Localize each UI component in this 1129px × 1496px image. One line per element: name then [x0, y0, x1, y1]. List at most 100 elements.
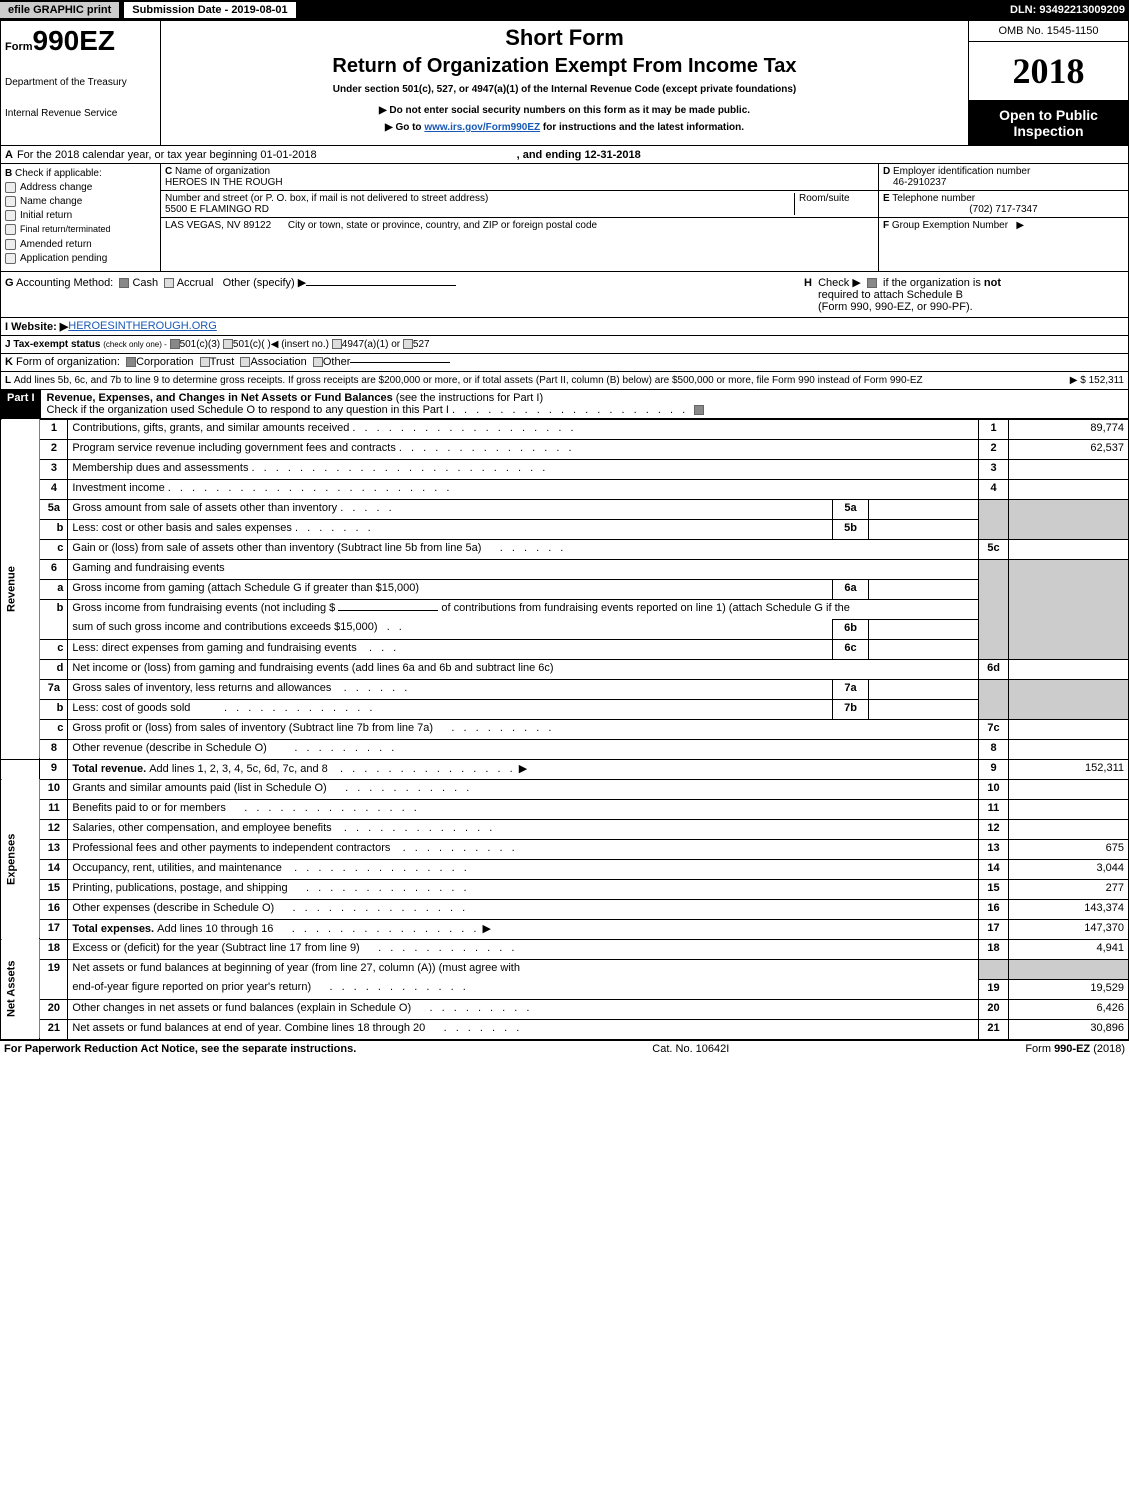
checkbox-cash[interactable]: [119, 278, 129, 288]
form-header: Form990EZ Department of the Treasury Int…: [0, 20, 1129, 146]
open-public-1: Open to Public: [973, 107, 1124, 123]
table-row: 2 Program service revenue including gove…: [1, 439, 1129, 459]
line-j: J Tax-exempt status (check only one) - 5…: [0, 336, 1129, 354]
line17-value: 147,370: [1009, 919, 1129, 939]
table-row: Revenue 1 Contributions, gifts, grants, …: [1, 419, 1129, 439]
table-row: 3 Membership dues and assessments . . . …: [1, 459, 1129, 479]
checkbox-h[interactable]: [867, 278, 877, 288]
table-row: sum of such gross income and contributio…: [1, 619, 1129, 639]
dept-treasury: Department of the Treasury: [5, 77, 156, 88]
form-prefix: Form: [5, 41, 33, 53]
line2-value: 62,537: [1009, 439, 1129, 459]
table-row: a Gross income from gaming (attach Sched…: [1, 579, 1129, 599]
revenue-sidebar: Revenue: [1, 419, 40, 759]
line-k: K Form of organization: Corporation Trus…: [0, 354, 1129, 372]
table-row: 8 Other revenue (describe in Schedule O)…: [1, 739, 1129, 759]
line19-value: 19,529: [1009, 979, 1129, 999]
checkbox-final-return[interactable]: [5, 224, 16, 235]
part-i-header: Part I Revenue, Expenses, and Changes in…: [0, 390, 1129, 419]
checkbox-527[interactable]: [403, 339, 413, 349]
table-row: c Gross profit or (loss) from sales of i…: [1, 719, 1129, 739]
table-row: b Less: cost or other basis and sales ex…: [1, 519, 1129, 539]
line9-value: 152,311: [1009, 759, 1129, 779]
line16-value: 143,374: [1009, 899, 1129, 919]
line15-value: 277: [1009, 879, 1129, 899]
table-row: 11 Benefits paid to or for members . . .…: [1, 799, 1129, 819]
entity-section: B Check if applicable: Address change Na…: [0, 164, 1129, 272]
line13-value: 675: [1009, 839, 1129, 859]
financial-table: Revenue 1 Contributions, gifts, grants, …: [0, 419, 1129, 1040]
table-row: 19 Net assets or fund balances at beginn…: [1, 959, 1129, 979]
checkbox-501c[interactable]: [223, 339, 233, 349]
table-row: end-of-year figure reported on prior yea…: [1, 979, 1129, 999]
table-row: 15 Printing, publications, postage, and …: [1, 879, 1129, 899]
form-number: 990EZ: [33, 25, 116, 56]
checkbox-4947[interactable]: [332, 339, 342, 349]
city-state-zip: LAS VEGAS, NV 89122: [165, 220, 271, 231]
ssn-warning: ▶ Do not enter social security numbers o…: [165, 105, 964, 116]
irs-label: Internal Revenue Service: [5, 108, 156, 119]
line-g-h: G Accounting Method: Cash Accrual Other …: [0, 272, 1129, 318]
line-a: A For the 2018 calendar year, or tax yea…: [0, 146, 1129, 164]
line1-value: 89,774: [1009, 419, 1129, 439]
irs-form-link[interactable]: www.irs.gov/Form990EZ: [424, 122, 540, 133]
table-row: 4 Investment income . . . . . . . . . . …: [1, 479, 1129, 499]
expenses-sidebar: Expenses: [1, 779, 40, 939]
table-row: 6 Gaming and fundraising events: [1, 559, 1129, 579]
table-row: 7a Gross sales of inventory, less return…: [1, 679, 1129, 699]
goto-instructions: ▶ Go to www.irs.gov/Form990EZ for instru…: [165, 122, 964, 133]
checkbox-address-change[interactable]: [5, 182, 16, 193]
omb-number: OMB No. 1545-1150: [969, 21, 1128, 42]
line20-value: 6,426: [1009, 999, 1129, 1019]
line-l: L Add lines 5b, 6c, and 7b to line 9 to …: [0, 372, 1129, 390]
checkbox-501c3[interactable]: [170, 339, 180, 349]
short-form-title: Short Form: [165, 25, 964, 51]
tax-year: 2018: [969, 42, 1128, 101]
table-row: b Gross income from fundraising events (…: [1, 599, 1129, 619]
table-row: c Gain or (loss) from sale of assets oth…: [1, 539, 1129, 559]
table-row: 16 Other expenses (describe in Schedule …: [1, 899, 1129, 919]
checkbox-trust[interactable]: [200, 357, 210, 367]
table-row: 13 Professional fees and other payments …: [1, 839, 1129, 859]
street-address: 5500 E FLAMINGO RD: [165, 204, 269, 215]
table-row: 9 Total revenue. Add lines 1, 2, 3, 4, 5…: [1, 759, 1129, 779]
checkbox-initial-return[interactable]: [5, 210, 16, 221]
pra-notice: For Paperwork Reduction Act Notice, see …: [4, 1043, 356, 1055]
table-row: 20 Other changes in net assets or fund b…: [1, 999, 1129, 1019]
checkbox-corp[interactable]: [126, 357, 136, 367]
table-row: c Less: direct expenses from gaming and …: [1, 639, 1129, 659]
return-title: Return of Organization Exempt From Incom…: [165, 55, 964, 78]
top-bar: efile GRAPHIC print Submission Date - 20…: [0, 0, 1129, 20]
checkbox-app-pending[interactable]: [5, 253, 16, 264]
checkbox-schedule-o[interactable]: [694, 405, 704, 415]
table-row: Expenses 10 Grants and similar amounts p…: [1, 779, 1129, 799]
line21-value: 30,896: [1009, 1019, 1129, 1039]
open-public-2: Inspection: [973, 123, 1124, 139]
checkbox-name-change[interactable]: [5, 196, 16, 207]
checkbox-other-org[interactable]: [313, 357, 323, 367]
cat-no: Cat. No. 10642I: [652, 1043, 729, 1055]
table-row: 5a Gross amount from sale of assets othe…: [1, 499, 1129, 519]
table-row: 21 Net assets or fund balances at end of…: [1, 1019, 1129, 1039]
table-row: b Less: cost of goods sold . . . . . . .…: [1, 699, 1129, 719]
efile-print-button[interactable]: efile GRAPHIC print: [0, 2, 119, 18]
ein: 46-2910237: [893, 177, 946, 188]
submission-date: Submission Date - 2019-08-01: [123, 1, 296, 19]
table-row: 17 Total expenses. Add lines 10 through …: [1, 919, 1129, 939]
table-row: d Net income or (loss) from gaming and f…: [1, 659, 1129, 679]
line18-value: 4,941: [1009, 939, 1129, 959]
checkbox-accrual[interactable]: [164, 278, 174, 288]
table-row: 14 Occupancy, rent, utilities, and maint…: [1, 859, 1129, 879]
footer: For Paperwork Reduction Act Notice, see …: [0, 1040, 1129, 1057]
table-row: Net Assets 18 Excess or (deficit) for th…: [1, 939, 1129, 959]
dln: DLN: 93492213009209: [1010, 4, 1129, 16]
checkbox-amended-return[interactable]: [5, 239, 16, 250]
checkbox-assoc[interactable]: [240, 357, 250, 367]
under-section: Under section 501(c), 527, or 4947(a)(1)…: [165, 84, 964, 95]
phone: (702) 717-7347: [883, 204, 1124, 215]
org-name: HEROES IN THE ROUGH: [165, 177, 283, 188]
form-ref: Form 990-EZ (2018): [1025, 1043, 1125, 1055]
website-link[interactable]: HEROESINTHEROUGH.ORG: [68, 320, 217, 332]
table-row: 12 Salaries, other compensation, and emp…: [1, 819, 1129, 839]
line14-value: 3,044: [1009, 859, 1129, 879]
